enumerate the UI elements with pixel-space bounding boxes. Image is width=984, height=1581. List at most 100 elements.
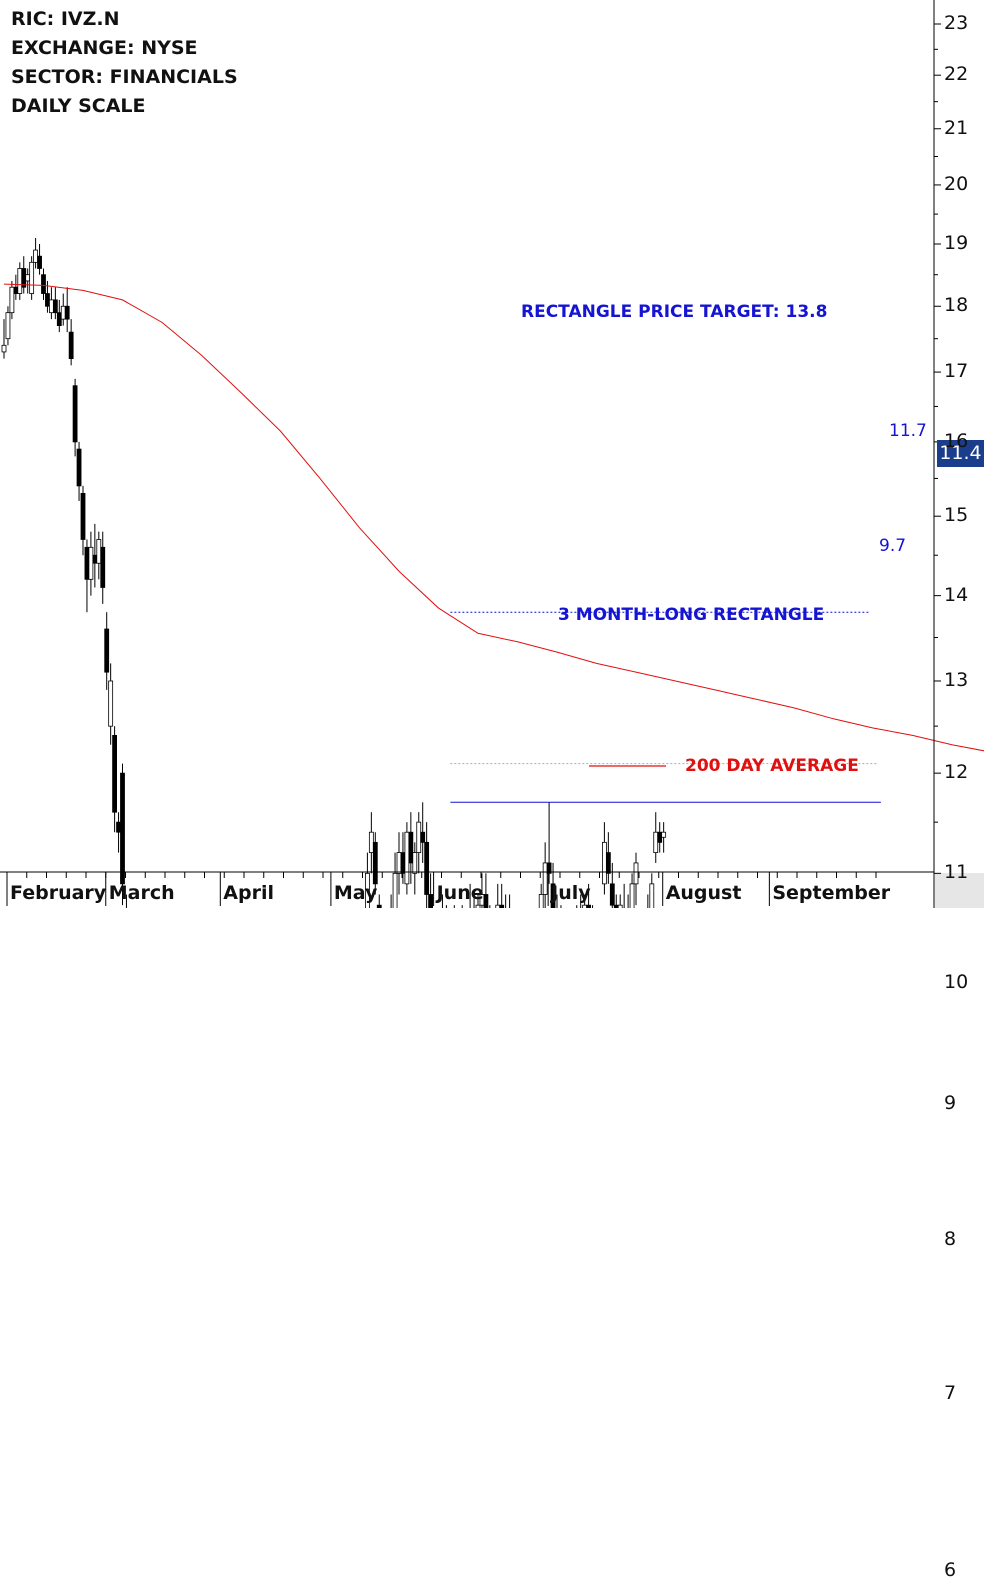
candle xyxy=(408,812,414,884)
candle xyxy=(33,237,38,269)
candle xyxy=(21,256,27,294)
candle xyxy=(80,485,86,556)
candle xyxy=(416,812,422,874)
x-tick-label: June xyxy=(436,882,484,904)
candle-body xyxy=(120,772,125,885)
candle-body xyxy=(33,249,38,263)
candle xyxy=(13,274,19,300)
candle-body xyxy=(92,554,98,564)
candle xyxy=(647,894,649,908)
candle-body xyxy=(49,299,54,314)
candle-body xyxy=(582,904,588,908)
candle xyxy=(475,894,481,908)
y-tick-label: 15 xyxy=(944,504,969,527)
candle-body xyxy=(586,904,591,908)
candle xyxy=(404,822,410,895)
candle-body xyxy=(1,344,7,353)
rectangle-label: 3 MONTH-LONG RECTANGLE xyxy=(558,605,825,625)
y-tick-label: 11 xyxy=(944,861,969,884)
ma200-line xyxy=(3,283,984,752)
candle-body xyxy=(653,831,659,853)
y-tick-label: 22 xyxy=(944,63,969,86)
candle-body xyxy=(9,286,15,314)
y-tick-label: 8 xyxy=(944,1228,957,1251)
candle-body xyxy=(68,331,74,360)
y-tick-label: 17 xyxy=(944,360,969,383)
y-tick-label: 14 xyxy=(944,583,969,606)
candle-body xyxy=(613,904,619,908)
candle-body xyxy=(76,448,82,487)
candle-body xyxy=(649,883,655,908)
candle-body xyxy=(116,821,121,833)
y-tick-label: 19 xyxy=(944,232,969,254)
candle xyxy=(392,852,398,908)
candle xyxy=(100,531,106,604)
candle xyxy=(112,726,117,833)
y-tick-label: 20 xyxy=(944,172,969,195)
candle xyxy=(538,883,544,908)
candle xyxy=(120,763,125,906)
candle xyxy=(605,832,611,884)
candle xyxy=(9,280,15,320)
candle xyxy=(428,873,434,908)
candle-body xyxy=(550,883,556,908)
candle-body xyxy=(609,883,615,906)
candle-body xyxy=(29,261,35,294)
candle xyxy=(5,306,11,346)
x-tick-label: May xyxy=(333,882,378,904)
candle-body xyxy=(372,841,378,885)
candle-body xyxy=(546,862,552,874)
candle-body xyxy=(400,852,406,874)
candle xyxy=(364,852,370,908)
x-tick-label: March xyxy=(108,882,175,904)
scale-label: DAILY SCALE xyxy=(11,95,146,117)
candle xyxy=(441,894,443,908)
candle xyxy=(509,894,511,908)
candle xyxy=(76,441,82,501)
candle-body xyxy=(633,862,639,885)
candle xyxy=(623,883,625,908)
candle xyxy=(424,822,430,908)
candle xyxy=(499,883,505,908)
candle xyxy=(627,894,629,908)
candle xyxy=(609,862,615,908)
candle xyxy=(368,812,374,874)
sector-label: SECTOR: FINANCIALS xyxy=(11,66,238,88)
candle xyxy=(376,894,382,908)
candle-body xyxy=(475,904,481,908)
y-tick-label: 12 xyxy=(944,761,969,784)
candle xyxy=(96,531,102,580)
candle-body xyxy=(88,546,94,580)
candle xyxy=(49,287,54,320)
candle-body xyxy=(100,546,106,588)
axis-corner xyxy=(935,873,984,908)
x-tick-label: August xyxy=(665,882,742,904)
candle xyxy=(116,812,121,853)
y-tick-label: 21 xyxy=(944,116,969,139)
price-target-label: RECTANGLE PRICE TARGET: 13.8 xyxy=(521,302,828,322)
candle xyxy=(52,287,58,320)
x-tick-label: February xyxy=(10,882,107,904)
candle-body xyxy=(64,305,70,320)
candle-body xyxy=(104,628,110,673)
candle-body xyxy=(5,312,11,340)
candle xyxy=(602,822,607,895)
candle xyxy=(29,256,35,300)
candle-body xyxy=(661,831,667,838)
candle-body xyxy=(376,904,382,908)
candle-body xyxy=(605,852,611,874)
candle xyxy=(483,873,489,908)
candle-body xyxy=(56,312,62,327)
candle xyxy=(469,883,471,908)
candle-body xyxy=(37,255,42,269)
candle-body xyxy=(13,286,19,294)
candle xyxy=(556,894,558,908)
candle-body xyxy=(408,831,414,864)
candle xyxy=(633,852,639,906)
candle-body xyxy=(495,904,501,908)
candle xyxy=(37,244,42,275)
y-tick-label: 9 xyxy=(944,1092,957,1115)
y-tick-label: 23 xyxy=(944,12,969,34)
candle-body xyxy=(617,904,623,908)
y-tick-label: 13 xyxy=(944,668,969,691)
